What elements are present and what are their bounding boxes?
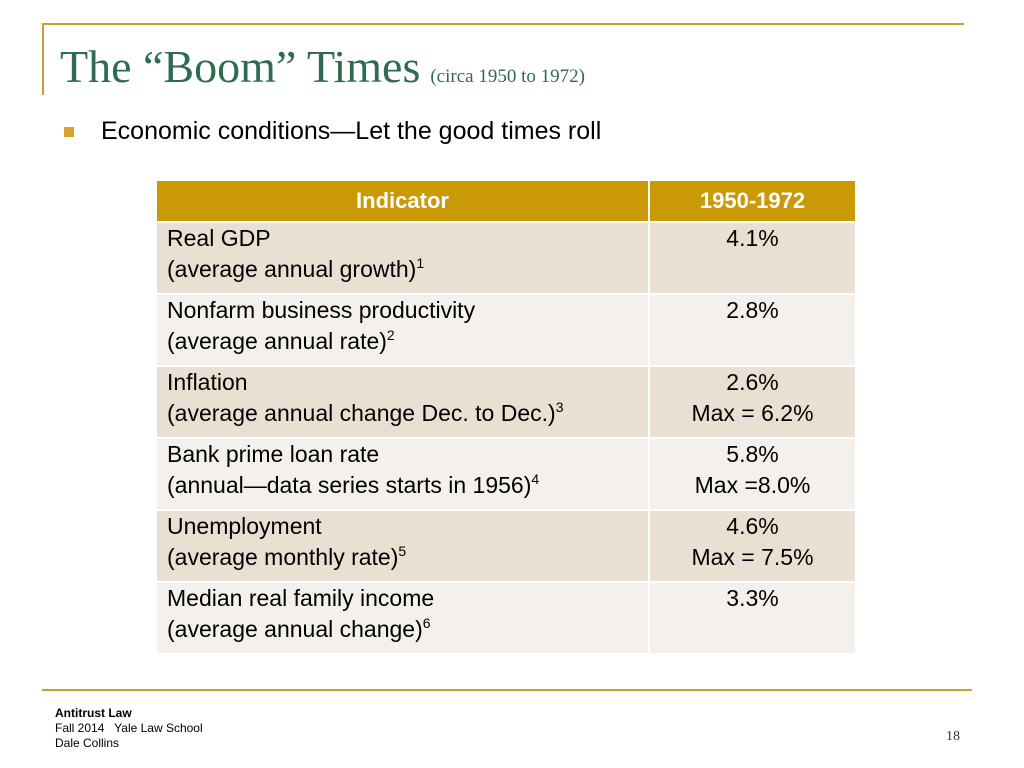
indicator-detail: (average monthly rate)5	[167, 542, 638, 573]
table-row: Unemployment (average monthly rate)5 4.6…	[157, 510, 857, 583]
indicator-cell: Nonfarm business productivity (average a…	[157, 294, 650, 367]
indicator-max: Max = 6.2%	[691, 400, 814, 426]
table-row: Nonfarm business productivity (average a…	[157, 294, 857, 367]
page-number: 18	[946, 729, 960, 744]
indicator-detail: (average annual growth)1	[167, 254, 638, 285]
indicator-detail: (average annual change Dec. to Dec.)3	[167, 398, 638, 429]
indicator-name: Nonfarm business productivity	[167, 297, 476, 323]
footer-author: Dale Collins	[55, 736, 120, 750]
title-subtitle: (circa 1950 to 1972)	[430, 66, 585, 87]
indicator-value: 2.8%	[726, 297, 779, 323]
indicator-name: Bank prime loan rate	[167, 441, 380, 467]
title-main: The “Boom” Times	[60, 41, 421, 92]
footnote-marker: 5	[398, 543, 407, 559]
indicator-value: 4.1%	[726, 225, 779, 251]
bottom-rule	[42, 689, 972, 691]
header-period: 1950-1972	[649, 181, 857, 223]
table-header-row: Indicator 1950-1972	[157, 181, 857, 223]
header-indicator: Indicator	[157, 181, 650, 223]
indicator-detail-text: (average annual change Dec. to Dec.)	[167, 400, 556, 426]
table-row: Median real family income (average annua…	[157, 582, 857, 655]
footer-term-school: Fall 2014 Yale Law School	[55, 721, 203, 735]
indicator-cell: Inflation (average annual change Dec. to…	[157, 366, 650, 439]
bullet-text: Economic conditions—Let the good times r…	[101, 117, 602, 145]
indicator-name: Unemployment	[167, 513, 322, 539]
indicator-detail: (average annual change)6	[167, 614, 638, 645]
indicator-value: 5.8%	[726, 441, 779, 467]
indicator-detail: (average annual rate)2	[167, 326, 638, 357]
left-rule	[42, 23, 44, 95]
footnote-marker: 6	[422, 615, 431, 631]
indicator-max: Max = 7.5%	[691, 544, 814, 570]
value-cell: 4.6% Max = 7.5%	[649, 510, 857, 583]
bullet-square-icon	[64, 127, 74, 137]
indicator-cell: Median real family income (average annua…	[157, 582, 650, 655]
indicator-name: Real GDP	[167, 225, 271, 251]
indicator-max: Max =8.0%	[694, 472, 811, 498]
indicator-value: 3.3%	[726, 585, 779, 611]
indicator-name: Median real family income	[167, 585, 435, 611]
value-cell: 3.3%	[649, 582, 857, 655]
footnote-marker: 2	[386, 327, 395, 343]
indicator-detail-text: (average annual rate)	[167, 328, 387, 354]
top-rule	[42, 23, 964, 25]
indicator-detail: (annual—data series starts in 1956)4	[167, 470, 638, 501]
indicator-name: Inflation	[167, 369, 248, 395]
footnote-marker: 1	[416, 255, 425, 271]
table-row: Bank prime loan rate (annual—data series…	[157, 438, 857, 511]
value-cell: 4.1%	[649, 222, 857, 295]
indicators-table: Indicator 1950-1972 Real GDP (average an…	[157, 181, 857, 655]
slide-title: The “Boom” Times (circa 1950 to 1972)	[60, 40, 585, 93]
footer: Antitrust Law Fall 2014 Yale Law School …	[55, 706, 203, 751]
footnote-marker: 4	[531, 471, 540, 487]
indicator-value: 2.6%	[726, 369, 779, 395]
indicator-cell: Real GDP (average annual growth)1	[157, 222, 650, 295]
footnote-marker: 3	[555, 399, 564, 415]
indicator-detail-text: (average annual growth)	[167, 256, 417, 282]
value-cell: 2.6% Max = 6.2%	[649, 366, 857, 439]
indicator-detail-text: (average annual change)	[167, 616, 423, 642]
indicator-detail-text: (average monthly rate)	[167, 544, 399, 570]
indicator-cell: Bank prime loan rate (annual—data series…	[157, 438, 650, 511]
indicator-cell: Unemployment (average monthly rate)5	[157, 510, 650, 583]
table-row: Real GDP (average annual growth)1 4.1%	[157, 222, 857, 295]
footer-course: Antitrust Law	[55, 706, 132, 720]
value-cell: 5.8% Max =8.0%	[649, 438, 857, 511]
indicator-value: 4.6%	[726, 513, 779, 539]
table-row: Inflation (average annual change Dec. to…	[157, 366, 857, 439]
indicator-detail-text: (annual—data series starts in 1956)	[167, 472, 532, 498]
value-cell: 2.8%	[649, 294, 857, 367]
